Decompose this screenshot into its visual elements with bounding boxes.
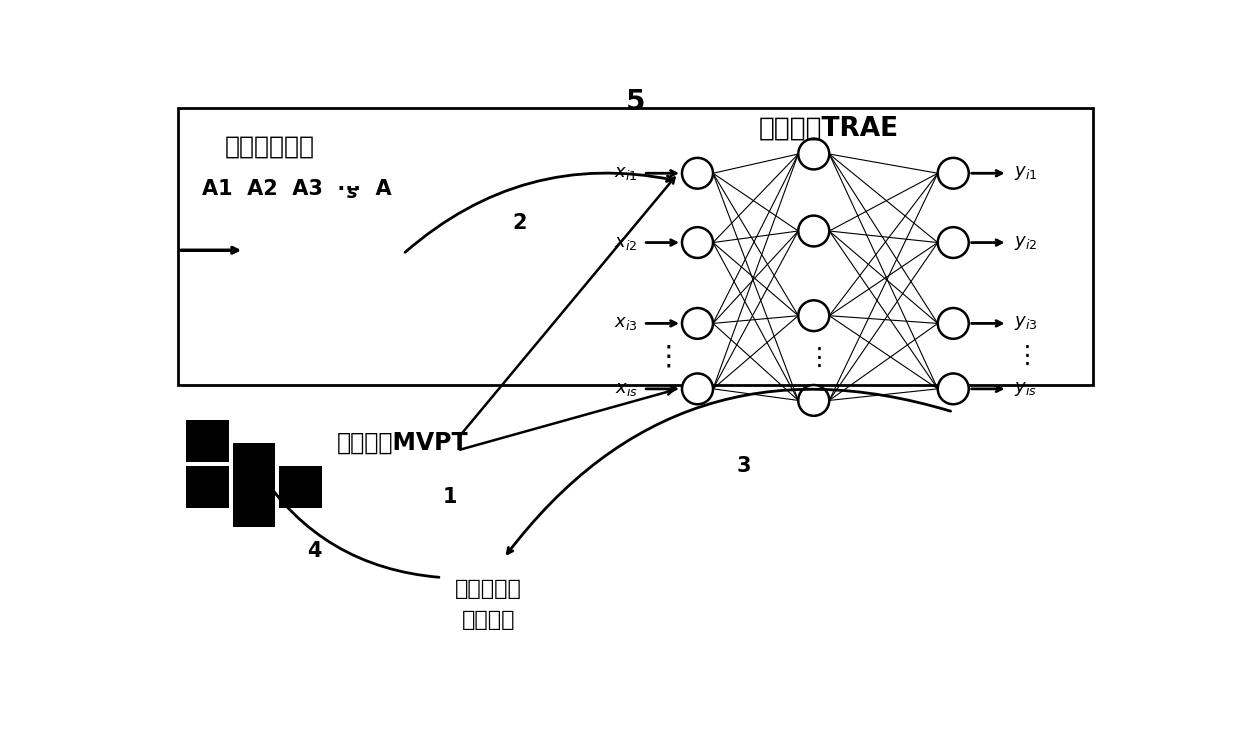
Bar — [186, 466, 228, 508]
Text: 2: 2 — [512, 213, 527, 233]
Text: 4: 4 — [306, 540, 321, 561]
Circle shape — [937, 158, 968, 189]
Text: $\vdots$: $\vdots$ — [806, 346, 822, 370]
Text: A1  A2  A3  ···  A: A1 A2 A3 ··· A — [201, 179, 391, 199]
Circle shape — [937, 227, 968, 258]
Circle shape — [799, 300, 830, 331]
Text: 3: 3 — [737, 456, 751, 476]
Circle shape — [682, 227, 713, 258]
Bar — [179, 108, 1092, 385]
Text: $x_{i2}$: $x_{i2}$ — [615, 233, 637, 252]
Text: $x_{i3}$: $x_{i3}$ — [614, 314, 637, 332]
Text: $y_{is}$: $y_{is}$ — [1014, 380, 1037, 398]
Bar — [186, 420, 228, 462]
Text: 1: 1 — [443, 486, 456, 507]
Text: 不完整数据集: 不完整数据集 — [224, 134, 315, 159]
Text: 填补方案MVPT: 填补方案MVPT — [337, 431, 469, 455]
Bar — [279, 466, 321, 508]
Bar — [233, 485, 275, 528]
Circle shape — [799, 215, 830, 246]
Circle shape — [799, 385, 830, 415]
Text: 5: 5 — [626, 89, 645, 117]
Circle shape — [937, 308, 968, 339]
Text: 更新后的缺: 更新后的缺 — [455, 579, 522, 599]
Circle shape — [682, 308, 713, 339]
Text: $y_{i2}$: $y_{i2}$ — [1014, 233, 1037, 252]
Circle shape — [682, 158, 713, 189]
Text: $\vdots$: $\vdots$ — [1014, 344, 1029, 368]
Text: $x_{is}$: $x_{is}$ — [615, 380, 637, 398]
Text: $x_{i1}$: $x_{i1}$ — [614, 165, 637, 182]
Circle shape — [799, 139, 830, 170]
Text: s: s — [347, 184, 358, 202]
Circle shape — [937, 373, 968, 404]
Text: $y_{i3}$: $y_{i3}$ — [1014, 314, 1037, 332]
Circle shape — [682, 373, 713, 404]
Text: $\vdots$: $\vdots$ — [653, 342, 671, 370]
Bar — [233, 443, 275, 485]
Text: $y_{i1}$: $y_{i1}$ — [1014, 165, 1037, 182]
Text: 网籱模型TRAE: 网籱模型TRAE — [759, 116, 899, 142]
Text: 失値估计: 失値估计 — [461, 610, 515, 630]
